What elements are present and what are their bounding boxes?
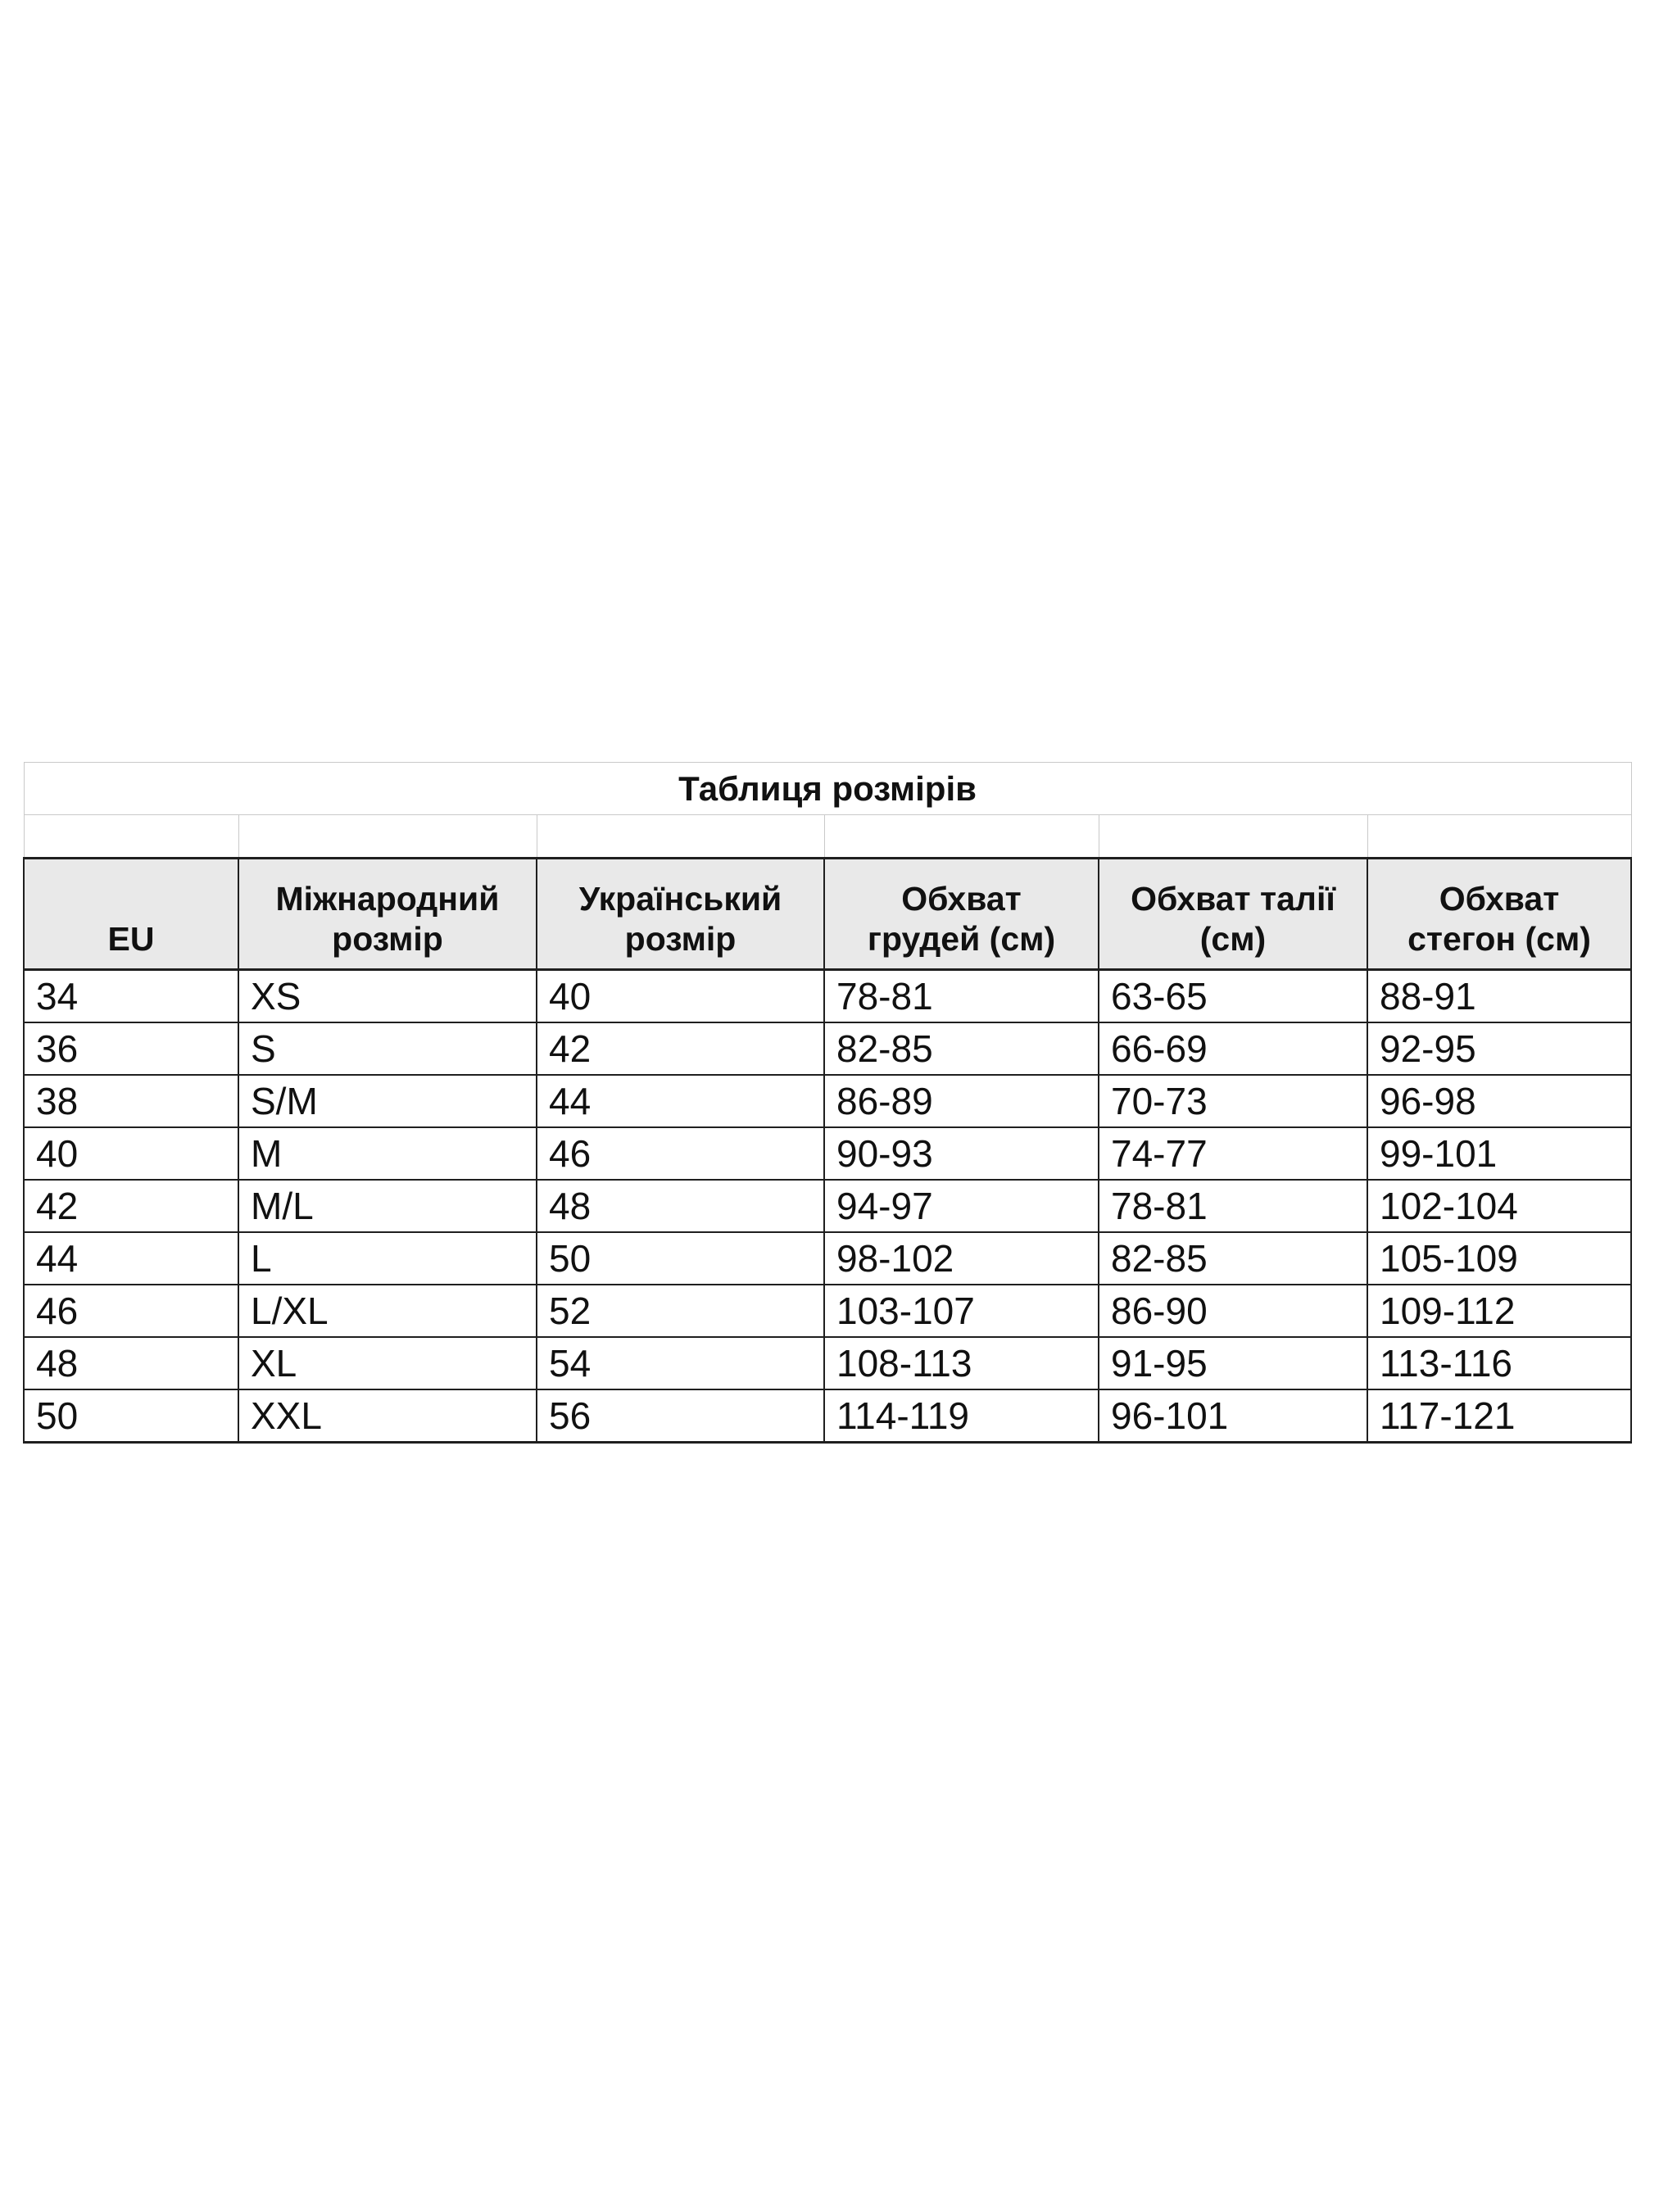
- table-cell: 38: [23, 1074, 239, 1128]
- table-cell: 34: [23, 968, 239, 1023]
- table-cell: 117-121: [1366, 1389, 1633, 1444]
- table-cell: 98-102: [823, 1231, 1099, 1285]
- table-cell: 66-69: [1098, 1022, 1368, 1076]
- table-cell: 105-109: [1366, 1231, 1633, 1285]
- header-cell-international-size: Міжнародний розмір: [238, 857, 537, 971]
- table-cell: 113-116: [1366, 1336, 1633, 1390]
- table-cell: 44: [536, 1074, 825, 1128]
- table-cell: 114-119: [823, 1389, 1099, 1444]
- table-cell: 50: [536, 1231, 825, 1285]
- table-cell: XS: [238, 968, 537, 1023]
- table-cell: M/L: [238, 1179, 537, 1233]
- table-row: 40 M 46 90-93 74-77 99-101: [23, 1126, 1633, 1181]
- table-cell: 52: [536, 1284, 825, 1338]
- header-cell-ukrainian-size: Український розмір: [536, 857, 825, 971]
- table-cell: 90-93: [823, 1126, 1099, 1181]
- table-cell: S/M: [238, 1074, 537, 1128]
- header-cell-chest: Обхват грудей (см): [823, 857, 1099, 971]
- table-cell: 74-77: [1098, 1126, 1368, 1181]
- table-cell: 78-81: [823, 968, 1099, 1023]
- table-cell: 82-85: [823, 1022, 1099, 1076]
- table-cell: 36: [23, 1022, 239, 1076]
- table-cell: 56: [536, 1389, 825, 1444]
- table-cell: 96-101: [1098, 1389, 1368, 1444]
- table-row: 38 S/M 44 86-89 70-73 96-98: [23, 1074, 1633, 1128]
- table-cell: L: [238, 1231, 537, 1285]
- table-cell: 78-81: [1098, 1179, 1368, 1233]
- size-table: Таблиця розмірів EU Міжнародний розмір У…: [23, 762, 1633, 1444]
- table-cell: 94-97: [823, 1179, 1099, 1233]
- table-cell: 46: [23, 1284, 239, 1338]
- table-cell: L/XL: [238, 1284, 537, 1338]
- table-cell: 50: [23, 1389, 239, 1444]
- table-cell: 63-65: [1098, 968, 1368, 1023]
- table-cell: 42: [23, 1179, 239, 1233]
- table-row: 46 L/XL 52 103-107 86-90 109-112: [23, 1284, 1633, 1338]
- table-cell: 48: [536, 1179, 825, 1233]
- table-title-row: Таблиця розмірів: [23, 762, 1632, 815]
- header-cell-eu: EU: [23, 857, 239, 971]
- table-cell: 88-91: [1366, 968, 1633, 1023]
- table-cell: 91-95: [1098, 1336, 1368, 1390]
- table-row: 36 S 42 82-85 66-69 92-95: [23, 1022, 1633, 1076]
- table-cell: 102-104: [1366, 1179, 1633, 1233]
- table-cell: 82-85: [1098, 1231, 1368, 1285]
- table-cell: 70-73: [1098, 1074, 1368, 1128]
- table-cell: 96-98: [1366, 1074, 1633, 1128]
- table-cell: 86-90: [1098, 1284, 1368, 1338]
- table-row: 34 XS 40 78-81 63-65 88-91: [23, 968, 1633, 1023]
- table-cell: 108-113: [823, 1336, 1099, 1390]
- header-cell-waist: Обхват талії (см): [1098, 857, 1368, 971]
- table-cell: 109-112: [1366, 1284, 1633, 1338]
- table-body: 34 XS 40 78-81 63-65 88-91 36 S 42 82-85 66-69 92-9…: [23, 968, 1633, 1444]
- spacer-cell: [238, 814, 537, 859]
- table-cell: 99-101: [1366, 1126, 1633, 1181]
- table-row: 50 XXL 56 114-119 96-101 117-121: [23, 1389, 1633, 1444]
- table-cell: S: [238, 1022, 537, 1076]
- table-cell: XL: [238, 1336, 537, 1390]
- table-row: 48 XL 54 108-113 91-95 113-116: [23, 1336, 1633, 1390]
- table-cell: 92-95: [1366, 1022, 1633, 1076]
- table-cell: 54: [536, 1336, 825, 1390]
- table-cell: 103-107: [823, 1284, 1099, 1338]
- table-cell: 86-89: [823, 1074, 1099, 1128]
- spacer-cell: [1098, 814, 1368, 859]
- table-cell: 48: [23, 1336, 239, 1390]
- table-row: 42 M/L 48 94-97 78-81 102-104: [23, 1179, 1633, 1233]
- table-cell: M: [238, 1126, 537, 1181]
- header-cell-hips: Обхват стегон (см): [1366, 857, 1633, 971]
- table-cell: 44: [23, 1231, 239, 1285]
- table-title: Таблиця розмірів: [23, 762, 1632, 815]
- table-header-row: EU Міжнародний розмір Український розмір…: [23, 857, 1633, 971]
- spacer-cell: [1367, 814, 1632, 859]
- table-cell: XXL: [238, 1389, 537, 1444]
- table-row: 44 L 50 98-102 82-85 105-109: [23, 1231, 1633, 1285]
- table-cell: 46: [536, 1126, 825, 1181]
- spacer-row: [23, 814, 1632, 859]
- spacer-cell: [823, 814, 1099, 859]
- table-cell: 40: [536, 968, 825, 1023]
- table-cell: 42: [536, 1022, 825, 1076]
- spacer-cell: [23, 814, 239, 859]
- spacer-cell: [536, 814, 825, 859]
- table-cell: 40: [23, 1126, 239, 1181]
